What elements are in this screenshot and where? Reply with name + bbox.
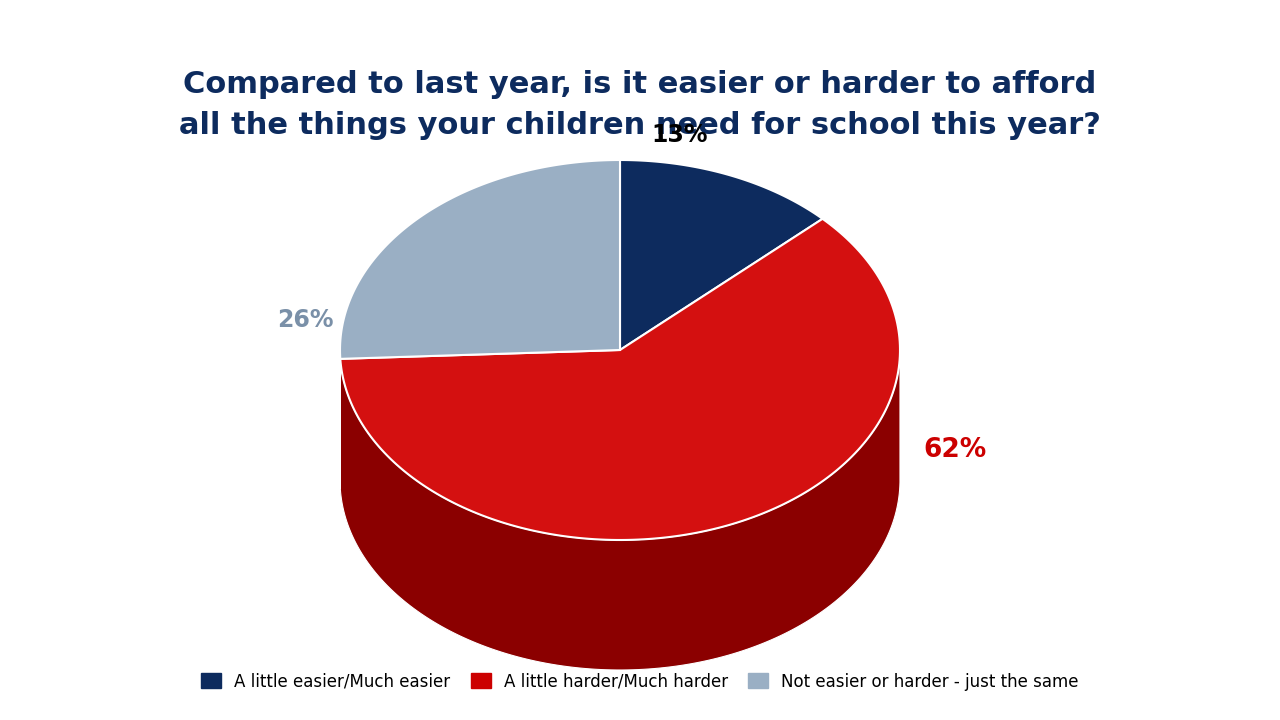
Polygon shape bbox=[620, 160, 823, 350]
Polygon shape bbox=[340, 160, 620, 359]
Polygon shape bbox=[340, 219, 900, 540]
Legend: A little easier/Much easier, A little harder/Much harder, Not easier or harder -: A little easier/Much easier, A little ha… bbox=[195, 666, 1085, 697]
Text: 62%: 62% bbox=[923, 437, 987, 463]
PathPatch shape bbox=[340, 353, 900, 670]
Text: 13%: 13% bbox=[652, 123, 708, 147]
Text: Compared to last year, is it easier or harder to afford
all the things your chil: Compared to last year, is it easier or h… bbox=[179, 70, 1101, 140]
Text: 26%: 26% bbox=[276, 308, 333, 332]
